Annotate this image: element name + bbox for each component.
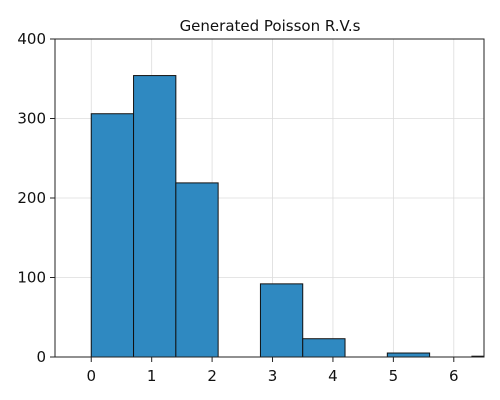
x-tick-label-1: 1 xyxy=(147,367,157,385)
bars xyxy=(90,75,485,358)
bar-1 xyxy=(133,75,177,358)
y-tick-label-4: 400 xyxy=(17,30,46,48)
x-tick-label-6: 6 xyxy=(449,367,459,385)
bar-4 xyxy=(259,283,304,358)
bar-5 xyxy=(302,338,346,358)
y-tick-label-1: 100 xyxy=(17,269,46,287)
bar-2 xyxy=(175,182,219,358)
y-axis: 0 100 200 300 400 xyxy=(17,30,55,366)
x-tick-label-5: 5 xyxy=(389,367,399,385)
bar-7 xyxy=(386,352,431,358)
x-tick-label-2: 2 xyxy=(207,367,217,385)
bar-0 xyxy=(90,113,135,358)
y-tick-label-0: 0 xyxy=(36,348,46,366)
chart-title: Generated Poisson R.V.s xyxy=(180,17,361,35)
x-tick-label-4: 4 xyxy=(328,367,338,385)
x-tick-label-3: 3 xyxy=(268,367,278,385)
y-tick-label-3: 300 xyxy=(17,110,46,128)
x-axis: 0 1 2 3 4 5 6 xyxy=(86,357,459,385)
y-tick-label-2: 200 xyxy=(17,189,46,207)
x-tick-label-0: 0 xyxy=(86,367,96,385)
